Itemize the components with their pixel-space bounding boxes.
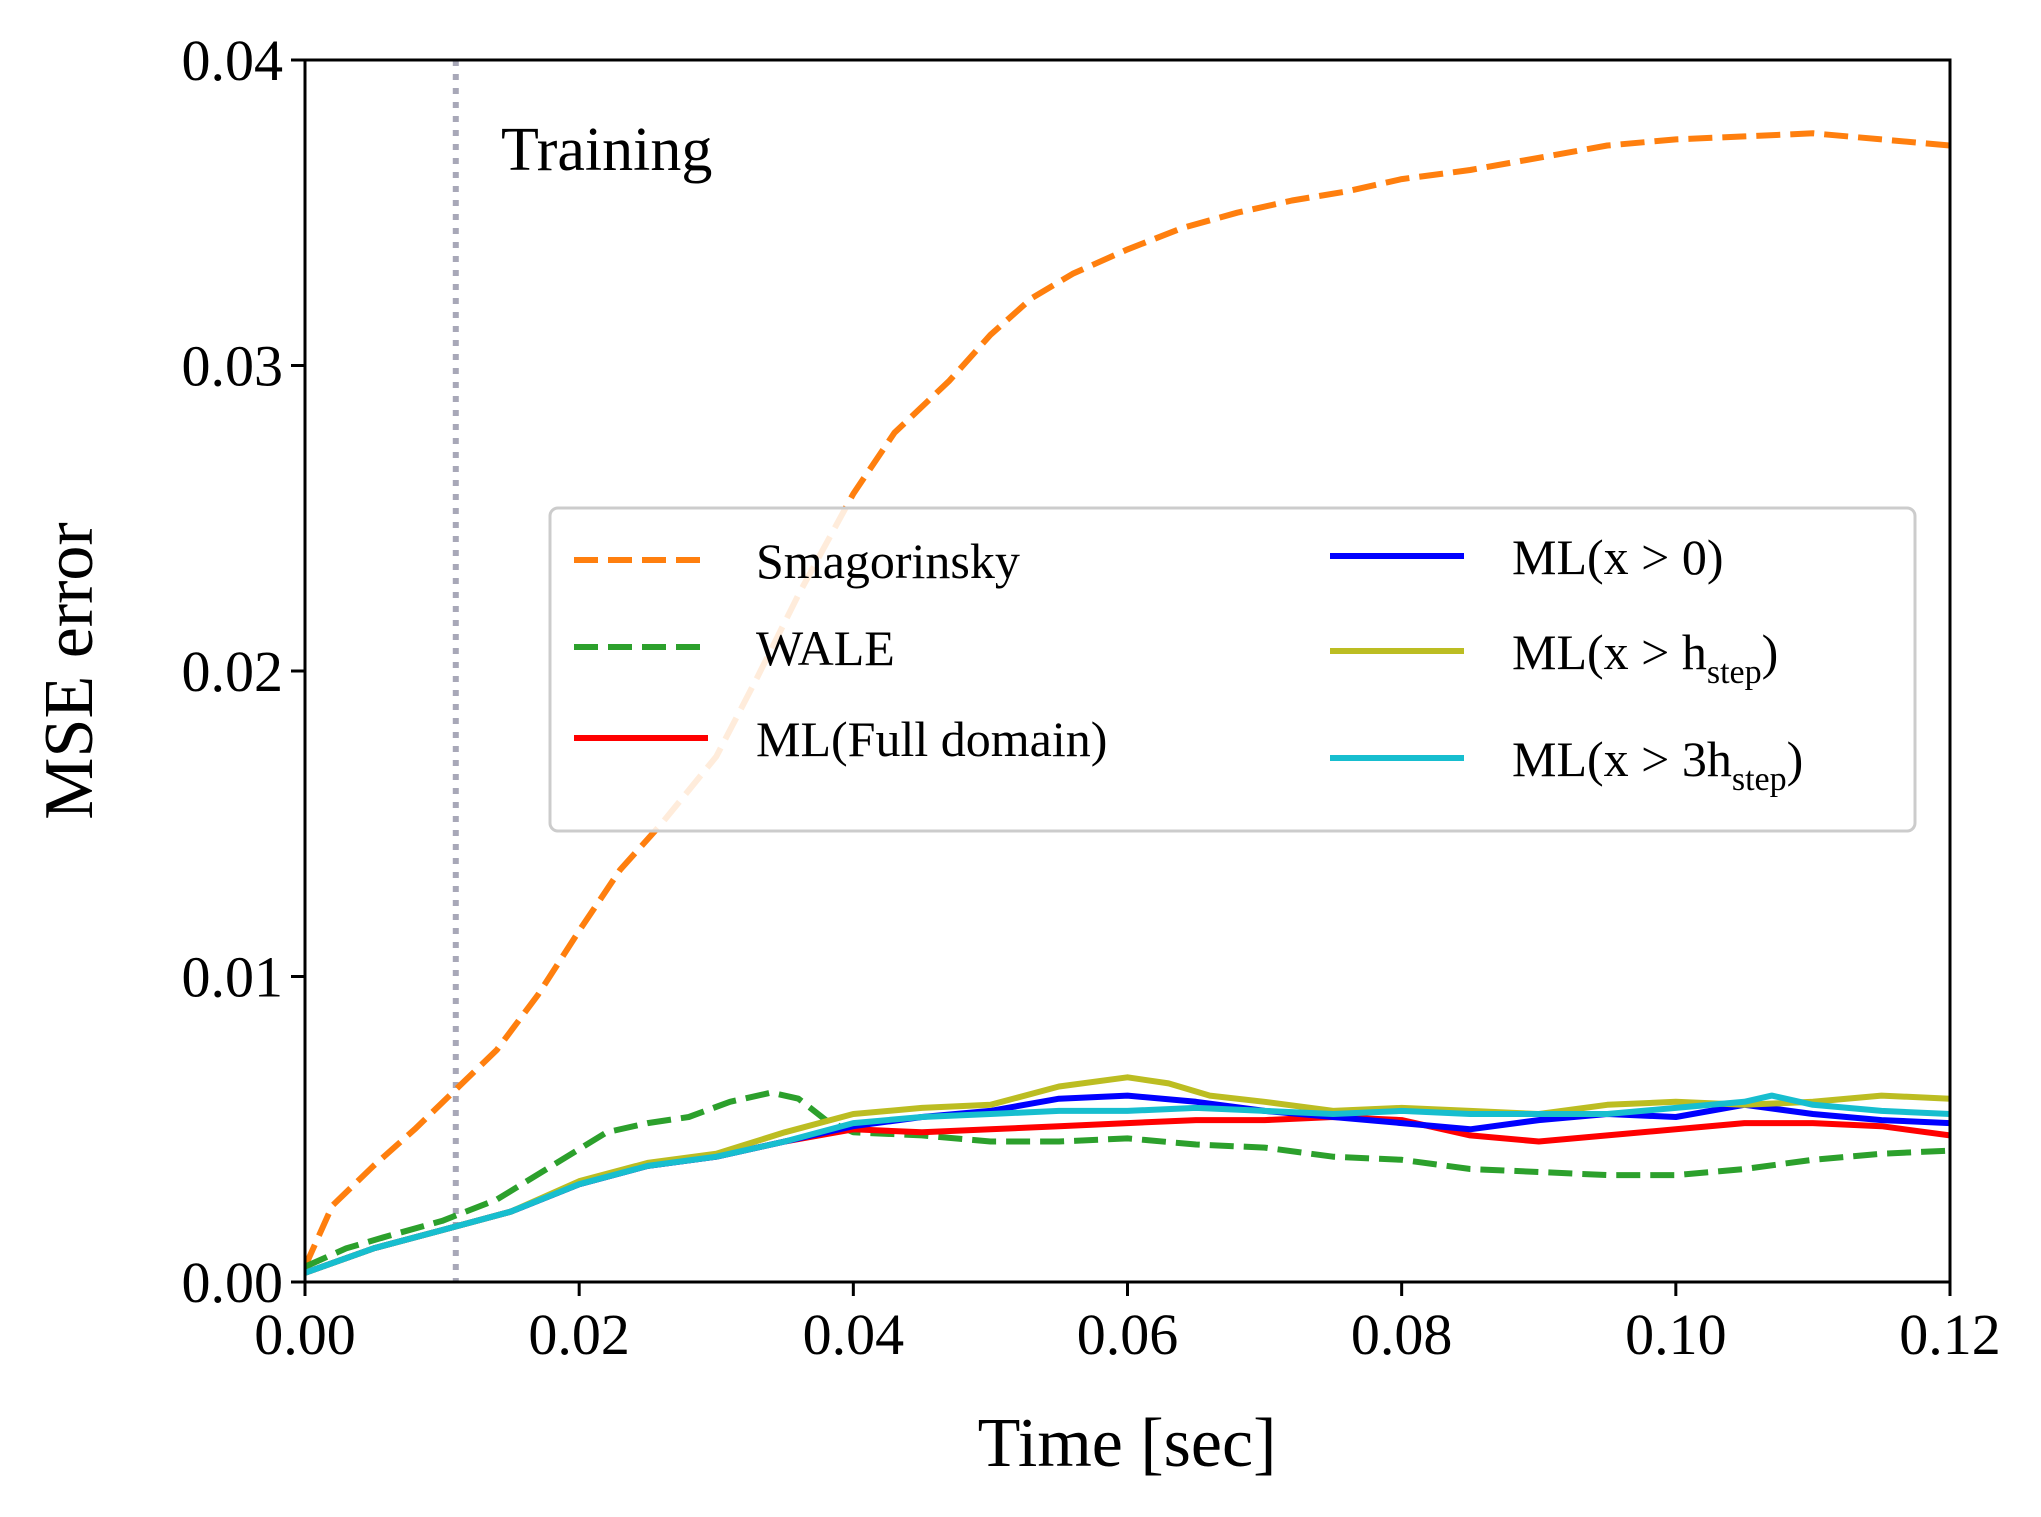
- legend-label-main: h: [1682, 624, 1707, 680]
- y-tick-label: 0.02: [182, 639, 284, 704]
- legend-label-ml-x-gt-hstep: ML(x > hstep): [1512, 624, 1778, 691]
- legend: Smagorinsky WALE ML(Full domain) ML(x > …: [548, 506, 1917, 833]
- x-axis-title: Time [sec]: [978, 1405, 1277, 1482]
- legend-label-subscript: step: [1707, 654, 1762, 691]
- x-tick-label: 0.12: [1899, 1302, 2001, 1367]
- series-lines: [305, 130, 1950, 1276]
- legend-label-smagorinsky: Smagorinsky: [756, 533, 1020, 589]
- y-tick-label: 0.03: [182, 334, 284, 399]
- x-tick-label: 0.00: [254, 1302, 356, 1367]
- legend-label-prefix: ML(x >: [1512, 731, 1669, 787]
- y-tick-label: 0.00: [182, 1250, 284, 1315]
- series-line-smagorinsky: [305, 130, 1950, 1268]
- x-tick-label: 0.02: [528, 1302, 630, 1367]
- y-tick-label: 0.01: [182, 945, 284, 1010]
- legend-label-ml-x-gt-0: ML(x > 0): [1512, 529, 1724, 585]
- training-annotation: Training: [501, 116, 712, 184]
- x-tick-label: 0.06: [1077, 1302, 1179, 1367]
- legend-label-subscript: step: [1732, 761, 1787, 798]
- x-tick-label: 0.08: [1351, 1302, 1453, 1367]
- x-tick-label: 0.04: [803, 1302, 905, 1367]
- legend-label-close: ): [1787, 731, 1804, 787]
- legend-label-prefix: ML(x >: [1512, 624, 1669, 680]
- series-line-ml-x-3h-step: [305, 1092, 1950, 1276]
- x-tick-label: 0.10: [1625, 1302, 1727, 1367]
- series-line-wale: [305, 1089, 1950, 1270]
- y-tick-label: 0.04: [182, 28, 284, 93]
- legend-label-main: 3h: [1682, 731, 1732, 787]
- y-axis-title: MSE error: [31, 522, 108, 819]
- legend-box: [548, 506, 1917, 833]
- legend-label-close: ): [1762, 624, 1779, 680]
- legend-label-ml-x-gt-3hstep: ML(x > 3hstep): [1512, 731, 1803, 798]
- legend-label-wale: WALE: [756, 620, 895, 676]
- axis-ticks: 0.00 0.02 0.04 0.06 0.08 0.10 0.12 0.00 0.01 0.02…: [182, 28, 2001, 1367]
- legend-label-ml-full-domain: ML(Full domain): [756, 711, 1107, 767]
